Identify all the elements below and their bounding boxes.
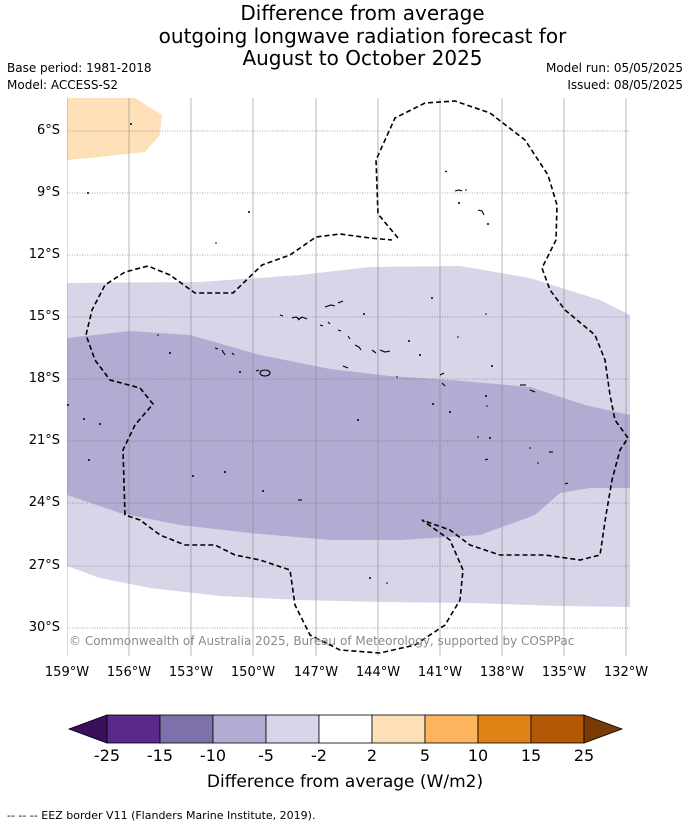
colorbar-tick-label: 10	[467, 746, 489, 765]
lat-tick-15s: 15°S	[28, 309, 60, 324]
lon-tick-153w: 153°W	[168, 665, 214, 680]
colorbar-tick-label: -2	[311, 746, 327, 765]
colorbar-tick-label: 25	[573, 746, 595, 765]
colorbar-extend-high	[583, 714, 624, 744]
lon-tick-156w: 156°W	[106, 665, 152, 680]
colorbar-cell	[318, 714, 373, 744]
colorbar-tick-label: -15	[146, 746, 174, 765]
lon-tick-150w: 150°W	[230, 665, 276, 680]
map-title: Difference from average outgoing longwav…	[0, 2, 690, 70]
lon-tick-147w: 147°W	[293, 665, 339, 680]
lat-tick-30s: 30°S	[28, 620, 60, 635]
lon-tick-159w: 159°W	[44, 665, 90, 680]
colorbar-tick-label: 15	[520, 746, 542, 765]
island-outlines	[214, 170, 569, 501]
lat-tick-18s: 18°S	[28, 371, 60, 386]
lon-tick-144w: 144°W	[355, 665, 401, 680]
map-plot	[67, 98, 630, 656]
lon-tick-138w: 138°W	[479, 665, 525, 680]
title-line-2: outgoing longwave radiation forecast for	[158, 23, 567, 48]
model-run: Model run: 05/05/2025	[545, 61, 683, 75]
colorbar-cell	[477, 714, 532, 744]
colorbar-extend-low	[67, 714, 108, 744]
lon-tick-141w: 141°W	[417, 665, 463, 680]
colorbar-cell	[265, 714, 320, 744]
region-light-positive	[67, 98, 162, 160]
lat-tick-12s: 12°S	[28, 247, 60, 262]
meta-right: Model run: 05/05/2025 Issued: 08/05/2025	[546, 60, 683, 94]
colorbar-cell	[424, 714, 479, 744]
colorbar-tick-label: -5	[258, 746, 274, 765]
eez-border	[85, 100, 629, 654]
colorbar-tick-label: 5	[419, 746, 431, 765]
lat-tick-24s: 24°S	[28, 495, 60, 510]
lat-tick-9s: 9°S	[36, 185, 60, 200]
colorbar-title: Difference from average (W/m2)	[206, 772, 484, 792]
colorbar-cell	[371, 714, 426, 744]
lat-tick-27s: 27°S	[28, 558, 60, 573]
colorbar-tick-label: -10	[199, 746, 227, 765]
colorbar-cell	[212, 714, 267, 744]
island-dots	[67, 123, 539, 584]
issued-date: Issued: 08/05/2025	[567, 78, 683, 92]
colorbar-cell	[106, 714, 161, 744]
lat-tick-21s: 21°S	[28, 433, 60, 448]
colorbar-tick-label: -25	[93, 746, 121, 765]
colorbar-tick-label: 2	[366, 746, 378, 765]
colorbar-cell	[530, 714, 585, 744]
meta-left: Base period: 1981-2018 Model: ACCESS-S2	[7, 60, 152, 94]
lon-tick-135w: 135°W	[541, 665, 587, 680]
region-moderate-negative	[67, 331, 630, 540]
eez-legend-note: -- -- -- EEZ border V11 (Flanders Marine…	[7, 809, 316, 822]
title-line-1: Difference from average	[240, 1, 485, 25]
lon-gridlines	[67, 98, 627, 656]
base-period: Base period: 1981-2018	[7, 61, 152, 75]
colorbar-cell	[159, 714, 214, 744]
colorbar	[67, 714, 624, 744]
copyright-notice: © Commonwealth of Australia 2025, Bureau…	[69, 634, 575, 648]
lon-tick-132w: 132°W	[603, 665, 649, 680]
lat-tick-6s: 6°S	[36, 123, 60, 138]
model-name: Model: ACCESS-S2	[7, 78, 119, 92]
title-line-3: August to October 2025	[242, 46, 483, 70]
